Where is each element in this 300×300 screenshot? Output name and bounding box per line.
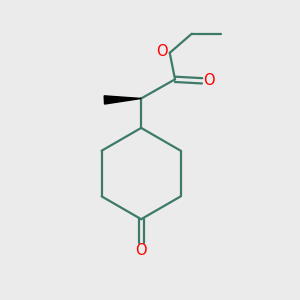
Text: O: O — [203, 73, 215, 88]
Text: O: O — [135, 243, 147, 258]
Text: O: O — [156, 44, 167, 59]
Polygon shape — [104, 96, 141, 104]
